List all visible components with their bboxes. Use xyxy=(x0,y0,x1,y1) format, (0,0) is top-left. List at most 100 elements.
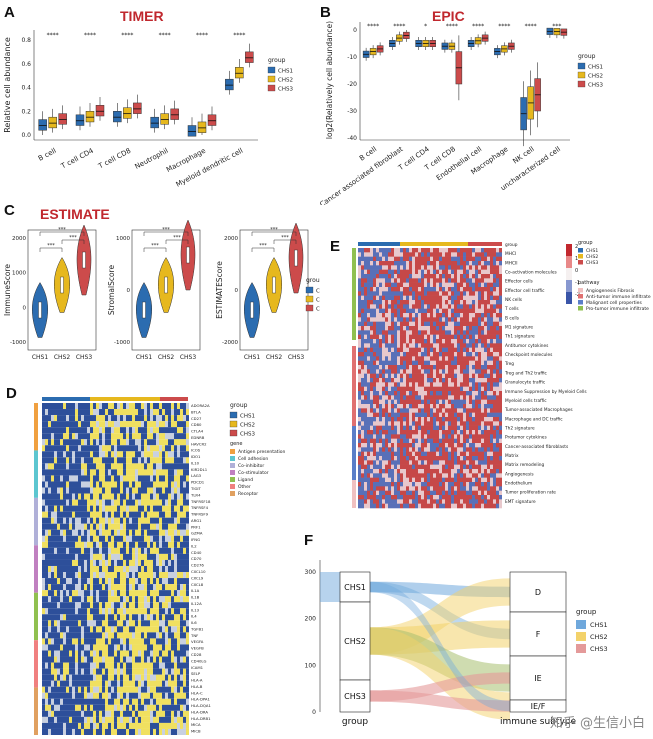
heat-cell xyxy=(45,541,48,548)
heat-cell xyxy=(424,365,427,370)
heat-cell xyxy=(123,523,126,530)
heat-cell xyxy=(460,300,463,305)
heat-cell xyxy=(168,535,171,542)
heat-cell xyxy=(159,650,162,657)
heat-cell xyxy=(391,308,394,314)
heat-cell xyxy=(186,565,189,573)
heat-cell xyxy=(496,291,499,296)
heat-cell xyxy=(427,352,430,357)
heat-cell xyxy=(168,572,171,579)
heat-cell xyxy=(57,614,60,621)
heat-cell xyxy=(481,317,484,322)
heat-cell xyxy=(427,391,430,396)
heat-cell xyxy=(108,403,111,410)
heat-cell xyxy=(445,404,448,409)
heat-cell xyxy=(141,608,144,615)
heat-cell xyxy=(141,572,144,579)
sig-label: *** xyxy=(47,243,55,249)
heat-cell xyxy=(439,408,442,413)
heat-cell xyxy=(159,572,162,579)
heat-cell xyxy=(75,409,78,416)
heat-cell xyxy=(96,674,99,681)
heat-cell xyxy=(373,365,376,370)
heat-cell xyxy=(60,698,63,705)
heat-cell xyxy=(406,274,409,279)
heat-cell xyxy=(177,547,180,554)
heat-cell xyxy=(463,265,466,270)
heat-cell xyxy=(42,632,45,639)
heat-cell xyxy=(391,300,394,305)
heat-cell xyxy=(415,287,418,292)
heat-cell xyxy=(180,698,183,705)
heat-cell xyxy=(397,261,400,266)
heat-cell xyxy=(484,408,487,413)
heat-cell xyxy=(126,541,129,548)
heat-cell xyxy=(150,644,153,651)
heat-cell xyxy=(42,650,45,657)
heat-cell xyxy=(102,596,105,603)
heat-cell xyxy=(129,427,132,434)
heat-cell xyxy=(177,493,180,500)
heat-cell xyxy=(186,608,189,615)
heat-cell xyxy=(364,330,367,335)
heat-cell xyxy=(460,248,463,253)
heat-cell xyxy=(129,517,132,524)
heat-cell xyxy=(424,391,427,396)
heat-cell xyxy=(364,395,367,400)
heat-cell xyxy=(60,584,63,591)
heat-cell xyxy=(111,680,114,687)
heat-cell xyxy=(138,722,141,729)
heat-cell xyxy=(156,409,159,416)
heat-cell xyxy=(138,668,141,675)
heat-cell xyxy=(418,295,421,301)
heat-cell xyxy=(418,330,421,335)
heat-cell xyxy=(69,517,72,524)
heat-cell xyxy=(90,692,93,699)
heat-cell xyxy=(367,399,370,405)
heat-cell xyxy=(499,304,502,309)
heat-cell xyxy=(144,421,147,428)
heat-cell xyxy=(141,644,144,651)
heat-cell xyxy=(90,493,93,500)
heat-cell xyxy=(180,668,183,675)
heat-cell xyxy=(54,614,57,621)
heat-cell xyxy=(490,330,493,335)
heat-cell xyxy=(418,282,421,288)
heat-cell xyxy=(385,248,388,253)
heat-cell xyxy=(132,403,135,410)
heat-cell xyxy=(367,347,370,353)
legend-b-title: group xyxy=(578,53,596,60)
heat-cell xyxy=(51,728,54,735)
heat-cell xyxy=(376,356,379,361)
heat-cell xyxy=(388,269,391,275)
heat-cell xyxy=(373,373,376,379)
heat-cell xyxy=(168,439,171,446)
heat-cell xyxy=(472,369,475,374)
heat-cell xyxy=(171,668,174,675)
heat-cell xyxy=(96,481,99,488)
heat-cell xyxy=(430,408,433,413)
heat-cell xyxy=(403,261,406,266)
heat-cell xyxy=(177,439,180,446)
x-tick-label: CHS1 xyxy=(32,354,49,361)
heat-cell xyxy=(466,256,469,262)
heat-cell xyxy=(156,439,159,446)
heat-cell xyxy=(358,373,361,379)
heat-cell xyxy=(183,638,186,645)
heat-cell xyxy=(367,295,370,301)
heat-cell xyxy=(159,433,162,440)
heat-cell xyxy=(72,517,75,524)
heat-cell xyxy=(424,347,427,353)
heat-cell xyxy=(147,409,150,416)
pathway-bar xyxy=(352,346,356,426)
heat-cell xyxy=(132,493,135,500)
heat-cell xyxy=(406,391,409,396)
heat-cell xyxy=(78,463,81,470)
y-tick-label: 0 xyxy=(127,288,131,294)
legend-b-item: CHS2 xyxy=(588,74,603,80)
heat-cell xyxy=(475,274,478,279)
heat-cell xyxy=(484,287,487,292)
heat-cell xyxy=(120,475,123,482)
heat-cell xyxy=(165,409,168,416)
heat-cell xyxy=(114,403,117,410)
